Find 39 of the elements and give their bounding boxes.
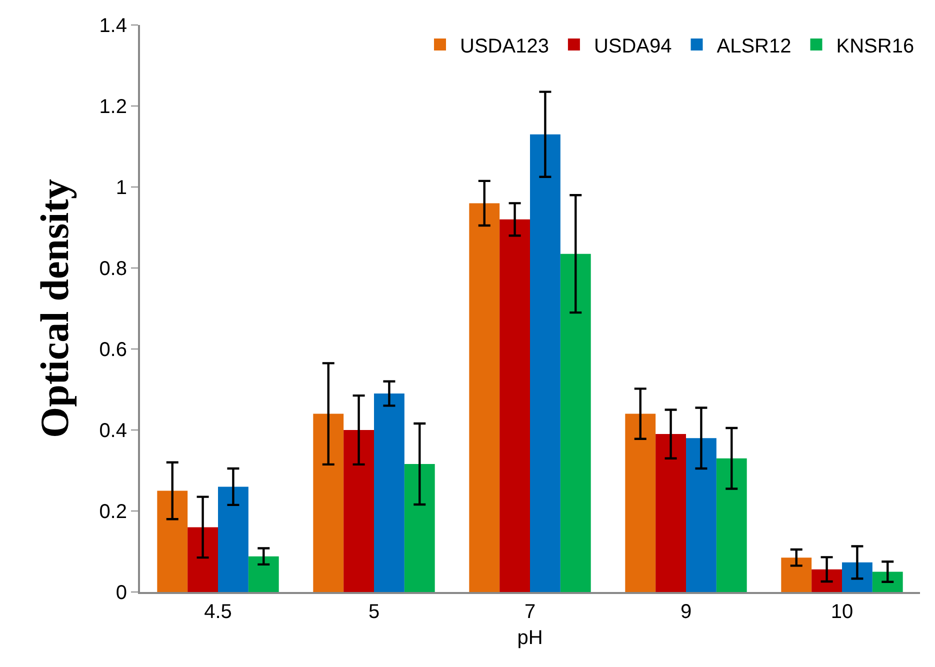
bar	[188, 527, 218, 592]
bar	[560, 254, 591, 592]
y-axis-title: Optical density	[32, 179, 78, 438]
bar	[781, 558, 812, 592]
legend-label: ALSR12	[716, 35, 792, 58]
y-tick-label: 1.2	[99, 96, 127, 118]
legend-label: USDA94	[594, 35, 672, 58]
bar	[530, 134, 560, 592]
bar	[656, 434, 686, 592]
bar	[157, 490, 188, 592]
y-tick-label: 0.2	[99, 501, 127, 523]
y-tick-label: 0	[116, 582, 127, 604]
x-axis-title: pH	[517, 627, 543, 649]
bar	[625, 414, 656, 592]
legend-label: KNSR16	[836, 35, 914, 58]
bar	[716, 458, 747, 592]
bar	[872, 572, 903, 592]
y-tick-label: 1.4	[99, 15, 127, 37]
bar	[248, 556, 279, 592]
x-tick-label: 5	[368, 601, 380, 623]
x-tick-label: 7	[524, 601, 536, 623]
y-tick-label: 0.6	[99, 339, 127, 361]
bar	[842, 562, 872, 592]
bar	[812, 569, 842, 592]
x-tick-label: 9	[680, 601, 692, 623]
bar	[686, 438, 716, 592]
legend-label: USDA123	[460, 35, 549, 58]
bar	[500, 219, 530, 592]
bar	[313, 414, 344, 592]
bar	[469, 203, 500, 592]
x-tick-label: 10	[830, 601, 854, 623]
y-tick-label: 1	[116, 177, 127, 199]
y-tick-label: 0.4	[99, 420, 127, 442]
bar	[404, 464, 435, 592]
x-tick-label: 4.5	[204, 601, 232, 623]
bar	[344, 430, 374, 592]
y-tick-label: 0.8	[99, 258, 127, 280]
bar	[374, 394, 404, 592]
bar	[218, 486, 248, 592]
